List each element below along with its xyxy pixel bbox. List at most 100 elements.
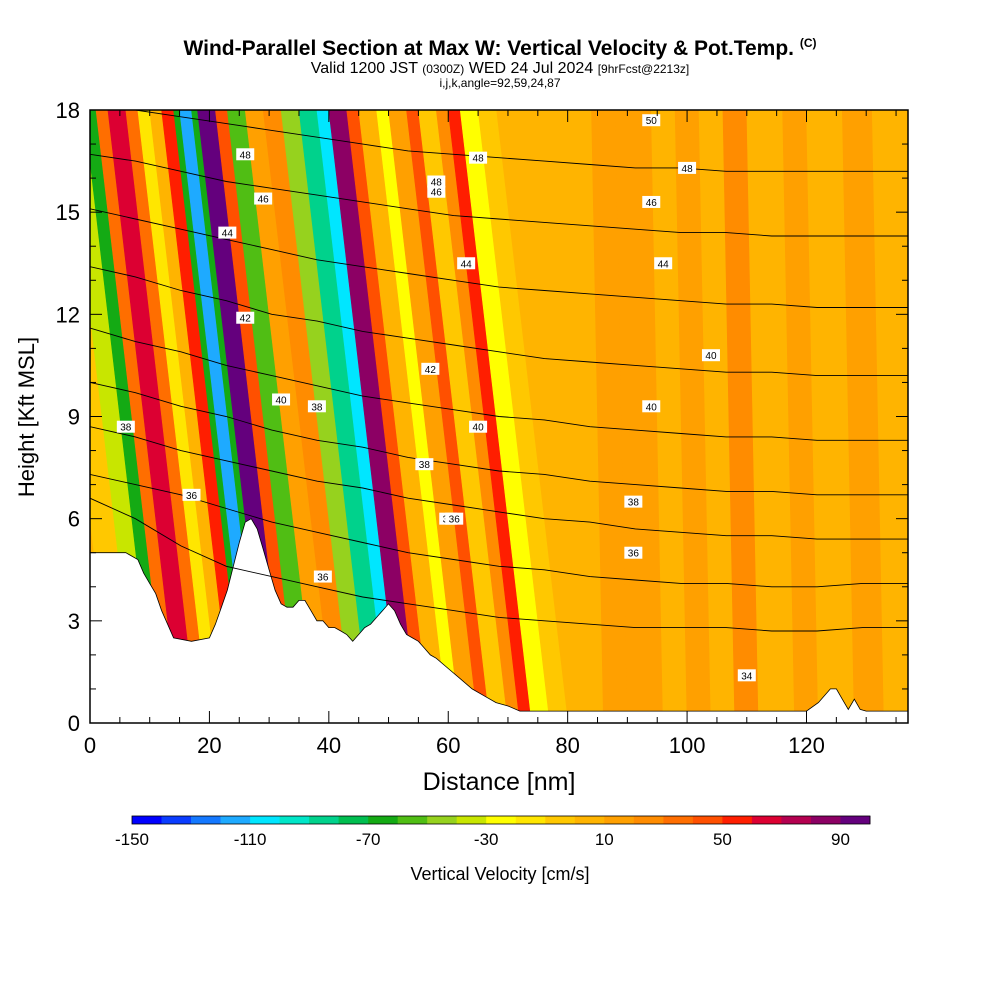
colorbar-swatch-23: [811, 816, 841, 824]
y-tick-label-9: 9: [68, 405, 80, 430]
colorbar-swatch-17: [633, 816, 664, 824]
contour-label-34: 34: [737, 669, 756, 682]
colorbar-swatch-13: [515, 816, 546, 824]
velocity-band-17: [262, 110, 354, 723]
colorbar-tick--110: -110: [234, 830, 267, 849]
colorbar-label: Vertical Velocity [cm/s]: [410, 864, 589, 884]
contour-label-50: 50: [642, 114, 661, 127]
colorbar-swatch-6: [309, 816, 339, 824]
contour-label-48: 48: [678, 161, 697, 175]
contour-label-48: 48: [236, 148, 255, 161]
svg-text:42: 42: [240, 314, 252, 325]
contour-label-40: 40: [642, 400, 661, 413]
svg-text:40: 40: [705, 351, 717, 362]
svg-text:48: 48: [240, 150, 252, 161]
y-tick-label-15: 15: [56, 200, 80, 225]
contour-label-36: 36: [445, 512, 464, 526]
velocity-band-6: [125, 110, 210, 723]
svg-text:40: 40: [646, 402, 658, 413]
contour-label-40: 40: [469, 420, 488, 434]
colorbar-swatch-14: [545, 816, 576, 824]
chart-subtitle: Valid 1200 JST (0300Z) WED 24 Jul 2024 […: [0, 60, 1000, 78]
velocity-band-3: [90, 110, 168, 723]
velocity-band-24: [376, 110, 461, 723]
velocity-band-23: [358, 110, 449, 723]
velocity-band-41: [806, 110, 855, 723]
velocity-band-7: [137, 110, 222, 723]
contour-label-48: 48: [427, 175, 446, 189]
subtitle-forecast: [9hrFcst@2213z]: [597, 62, 690, 76]
svg-text:36: 36: [628, 549, 640, 560]
contour-label-40: 40: [701, 349, 720, 362]
contour-label-36: 36: [624, 546, 643, 560]
velocity-band-34: [615, 110, 664, 723]
svg-text:44: 44: [222, 229, 234, 240]
svg-text:44: 44: [658, 259, 670, 270]
contour-label-36: 36: [313, 570, 332, 584]
contour-label-48: 48: [469, 151, 488, 165]
svg-text:38: 38: [120, 423, 132, 434]
contour-label-42: 42: [236, 311, 255, 325]
x-tick-label-20: 20: [197, 733, 221, 758]
colorbar-tick--70: -70: [356, 830, 381, 849]
svg-text:40: 40: [473, 423, 485, 434]
contour-label-46: 46: [642, 195, 661, 209]
velocity-band-22: [346, 110, 431, 723]
contour-label-36: 36: [182, 488, 201, 502]
svg-text:40: 40: [276, 395, 288, 406]
chart-title: Wind-Parallel Section at Max W: Vertical…: [0, 36, 1000, 61]
title-text: Wind-Parallel Section at Max W: Vertical…: [183, 37, 794, 60]
colorbar-tick-50: 50: [713, 830, 732, 849]
velocity-band-27: [418, 110, 509, 723]
y-tick-label-3: 3: [68, 609, 80, 634]
colorbar-swatch-7: [338, 816, 369, 824]
y-axis-label: Height [Kft MSL]: [14, 337, 39, 497]
velocity-band-19: [298, 110, 389, 723]
x-tick-label-80: 80: [555, 733, 579, 758]
x-tick-label-60: 60: [436, 733, 460, 758]
colorbar-swatch-12: [486, 816, 517, 824]
svg-text:38: 38: [628, 498, 640, 509]
colorbar-swatch-8: [368, 816, 399, 824]
contour-label-40: 40: [272, 393, 291, 406]
colorbar-frame: [131, 815, 871, 825]
velocity-band-26: [406, 110, 491, 723]
colorbar-swatch-10: [427, 816, 458, 824]
velocity-band-8: [149, 110, 234, 723]
theta-contour-48: [90, 153, 908, 237]
velocity-band-42: [841, 110, 885, 723]
contour-label-44: 44: [654, 257, 673, 270]
colorbar-tick--150: -150: [115, 830, 149, 849]
velocity-band-4: [95, 110, 180, 723]
colorbar-swatch-22: [781, 816, 812, 824]
svg-text:46: 46: [258, 195, 270, 206]
subtitle-valid: Valid 1200 JST: [310, 60, 418, 77]
colorbar-swatch-0: [132, 816, 162, 824]
svg-text:50: 50: [646, 116, 658, 127]
terrain: [90, 518, 908, 723]
velocity-band-36: [674, 110, 712, 723]
theta-contour-40: [90, 381, 908, 496]
title-mark: (C): [799, 36, 817, 50]
svg-text:46: 46: [646, 198, 658, 209]
y-tick-label-6: 6: [68, 507, 80, 532]
contour-label-38: 38: [624, 495, 643, 509]
theta-contour-36: [90, 473, 908, 588]
subtitle-date: WED 24 Jul 2024: [468, 60, 594, 77]
velocity-band-25: [388, 110, 479, 723]
colorbar-swatch-24: [840, 816, 871, 824]
velocity-band-21: [328, 110, 419, 723]
chart-subtitle-indices: i,j,k,angle=92,59,24,87: [439, 76, 561, 90]
svg-text:34: 34: [741, 671, 753, 682]
theta-contour-50: [90, 110, 908, 172]
svg-text:46: 46: [431, 188, 443, 199]
colorbar-swatch-2: [191, 816, 221, 824]
svg-text:48: 48: [682, 164, 694, 175]
theta-contour-38: [90, 426, 908, 540]
y-tick-label-0: 0: [68, 711, 80, 736]
contour-label-46: 46: [427, 185, 446, 199]
colorbar-swatch-5: [279, 816, 310, 824]
colorbar-swatch-21: [751, 816, 782, 824]
colorbar-tick-90: 90: [831, 830, 850, 849]
